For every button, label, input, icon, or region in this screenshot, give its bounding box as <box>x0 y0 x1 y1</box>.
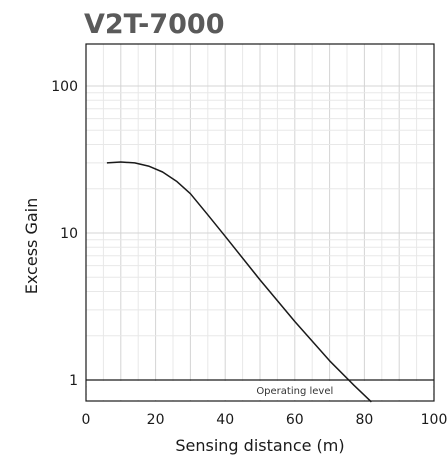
y-axis-label: Excess Gain <box>22 198 41 294</box>
operating-level-band <box>87 381 433 400</box>
y-tick-label: 100 <box>51 79 78 95</box>
x-tick-label: 100 <box>421 412 447 428</box>
grid-lines <box>86 44 434 401</box>
operating-level-label: Operating level <box>256 386 333 397</box>
x-tick-label: 80 <box>355 412 373 428</box>
plot-frame <box>85 43 435 402</box>
x-tick-label: 60 <box>286 412 304 428</box>
x-tick-labels: 0 20 40 60 80 100 <box>82 412 447 428</box>
x-axis-label: Sensing distance (m) <box>175 436 344 455</box>
chart-title: V2T-7000 <box>84 9 224 40</box>
excess-gain-curve <box>106 161 372 403</box>
y-tick-label: 1 <box>69 373 78 389</box>
operating-level-group: Operating level <box>86 379 434 400</box>
x-tick-label: 0 <box>82 412 91 428</box>
x-tick-label: 20 <box>147 412 165 428</box>
x-tick-label: 40 <box>216 412 234 428</box>
series-group <box>106 161 372 403</box>
y-tick-label: 10 <box>60 226 78 242</box>
y-tick-labels: 1 10 100 <box>51 79 78 389</box>
